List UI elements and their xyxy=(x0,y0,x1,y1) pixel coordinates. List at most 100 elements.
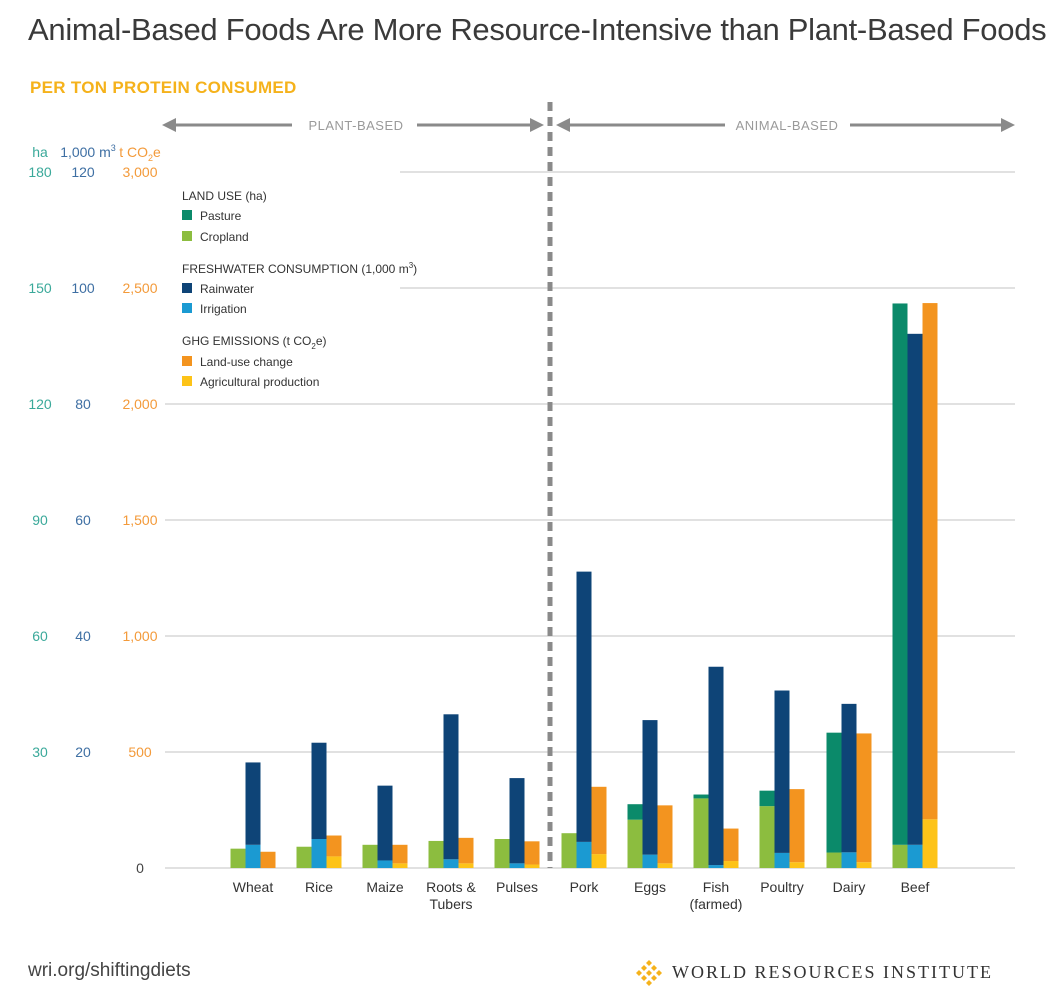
bar-rainwater xyxy=(509,778,525,864)
bar-irrigation xyxy=(708,865,724,868)
bar-land-use-change xyxy=(922,303,938,820)
legend-ghg-title: GHG EMISSIONS (t CO2e) xyxy=(182,334,326,351)
axis-tick-ha: 120 xyxy=(28,396,52,412)
legend-agricultural-production: Agricultural production xyxy=(200,375,319,389)
bar-cropland xyxy=(759,806,775,868)
bar-agricultural-production xyxy=(458,863,474,868)
legend-land-title: LAND USE (ha) xyxy=(182,189,267,203)
axis-tick-water: 60 xyxy=(75,512,91,528)
bar-irrigation xyxy=(443,859,459,868)
bars xyxy=(230,303,938,868)
category-label: Poultry xyxy=(760,879,804,895)
bar-agricultural-production xyxy=(856,862,872,868)
footer-organization: WORLD RESOURCES INSTITUTE xyxy=(672,962,993,982)
bar-land-use-change xyxy=(789,789,805,863)
bar-pasture xyxy=(627,804,643,820)
footer-url[interactable]: wri.org/shiftingdiets xyxy=(28,960,191,981)
category-label: Fish xyxy=(703,879,729,895)
bar-land-use-change xyxy=(326,835,342,857)
axis-tick-co2: 1,000 xyxy=(122,628,157,644)
category-label: Eggs xyxy=(634,879,666,895)
category-label: Roots & xyxy=(426,879,476,895)
axis-tick-ha: 150 xyxy=(28,280,52,296)
bar-irrigation xyxy=(311,839,327,868)
bar-pasture xyxy=(826,732,842,853)
bar-cropland xyxy=(296,846,312,868)
axis-unit-water: 1,000 m3 xyxy=(60,143,116,160)
bar-land-use-change xyxy=(392,844,408,864)
category-label: (farmed) xyxy=(690,896,743,912)
bar-cropland xyxy=(693,798,709,868)
legend-cropland: Cropland xyxy=(200,230,249,244)
legend-swatch-irrigation xyxy=(182,303,192,313)
axis-tick-water: 80 xyxy=(75,396,91,412)
axis-tick-co2: 0 xyxy=(136,860,144,876)
plant-based-arrow xyxy=(162,118,544,132)
legend-land-use-change: Land-use change xyxy=(200,355,293,369)
bar-agricultural-production xyxy=(657,863,673,868)
bar-irrigation xyxy=(509,863,525,868)
bar-agricultural-production xyxy=(326,856,342,868)
category-label: Rice xyxy=(305,879,333,895)
bar-cropland xyxy=(494,839,510,868)
category-label: Pulses xyxy=(496,879,538,895)
bar-rainwater xyxy=(443,714,459,860)
bar-rainwater xyxy=(708,666,724,866)
chart-title: Animal-Based Foods Are More Resource-Int… xyxy=(28,12,1047,47)
bar-rainwater xyxy=(311,742,327,839)
bar-agricultural-production xyxy=(723,861,739,868)
axis-tick-ha: 90 xyxy=(32,512,48,528)
bar-agricultural-production xyxy=(591,854,607,868)
category-label: Pork xyxy=(570,879,600,895)
legend-pasture: Pasture xyxy=(200,209,242,223)
bar-rainwater xyxy=(245,762,261,845)
bar-rainwater xyxy=(907,333,923,845)
plant-based-label: PLANT-BASED xyxy=(308,118,403,133)
axis-tick-water: 40 xyxy=(75,628,91,644)
bar-agricultural-production xyxy=(524,864,540,868)
bar-cropland xyxy=(230,848,246,868)
category-label: Maize xyxy=(366,879,404,895)
category-label: Tubers xyxy=(429,896,472,912)
axis-tick-co2: 3,000 xyxy=(122,164,157,180)
axis-unit-co2: t CO2e xyxy=(119,144,161,163)
animal-based-label: ANIMAL-BASED xyxy=(736,118,839,133)
legend-swatch-pasture xyxy=(182,210,192,220)
axis-tick-co2: 2,000 xyxy=(122,396,157,412)
bar-agricultural-production xyxy=(922,819,938,868)
axis-tick-co2: 500 xyxy=(128,744,152,760)
bar-rainwater xyxy=(576,571,592,842)
axis-tick-water: 100 xyxy=(71,280,95,296)
axis-unit-ha: ha xyxy=(32,144,48,160)
legend-swatch-agricultural-production xyxy=(182,376,192,386)
axis-tick-ha: 30 xyxy=(32,744,48,760)
bar-irrigation xyxy=(642,854,658,868)
category-labels: Wheat Rice Maize Roots &Tubers Pulses Pork Egg… xyxy=(233,879,930,912)
bar-cropland xyxy=(892,844,908,868)
bar-land-use-change xyxy=(723,828,739,862)
bar-irrigation xyxy=(245,844,261,868)
bar-rainwater xyxy=(774,690,790,853)
category-label: Dairy xyxy=(833,879,866,895)
bar-pasture xyxy=(759,790,775,807)
bar-rainwater xyxy=(377,785,393,861)
bar-irrigation xyxy=(576,841,592,868)
animal-based-arrow xyxy=(556,118,1015,132)
bar-cropland xyxy=(428,840,444,868)
bar-irrigation xyxy=(774,852,790,868)
legend: LAND USE (ha) Pasture Cropland FRESHWATE… xyxy=(182,189,417,389)
bar-land-use-change xyxy=(524,841,540,865)
bar-irrigation xyxy=(907,844,923,868)
legend-rainwater: Rainwater xyxy=(200,282,254,296)
axis-tick-co2: 1,500 xyxy=(122,512,157,528)
bar-rainwater xyxy=(841,703,857,853)
legend-swatch-cropland xyxy=(182,231,192,241)
bar-land-use-change xyxy=(260,851,276,868)
axes: 180 150 120 90 60 30 120 100 80 60 40 20 3,000 2,500 2… xyxy=(28,164,157,876)
legend-irrigation: Irrigation xyxy=(200,302,247,316)
axis-tick-ha: 180 xyxy=(28,164,52,180)
bar-agricultural-production xyxy=(789,862,805,868)
axis-tick-ha: 60 xyxy=(32,628,48,644)
wri-logo-icon xyxy=(636,960,662,986)
bar-land-use-change xyxy=(458,837,474,864)
